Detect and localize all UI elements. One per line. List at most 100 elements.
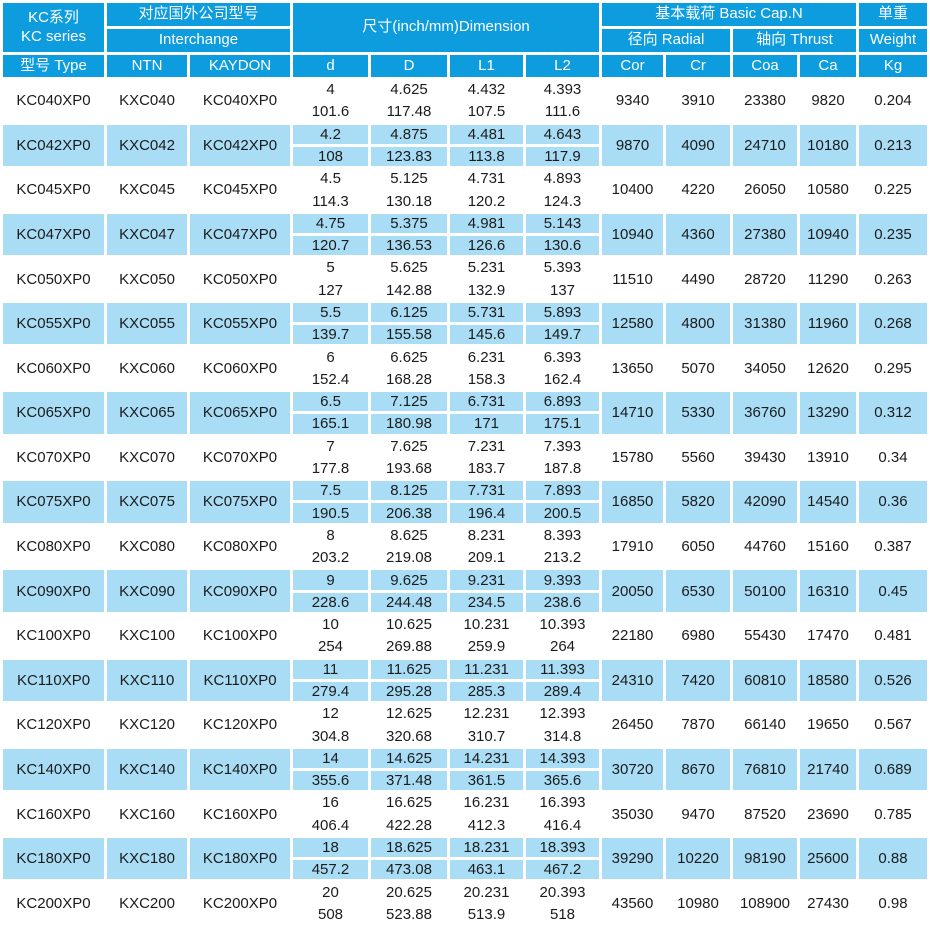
cell-type: KC055XP0 xyxy=(3,302,104,345)
cell-D-inch: 12.625 xyxy=(371,704,447,724)
cell-d-inch: 8 xyxy=(293,525,368,546)
cell-kaydon: KC045XP0 xyxy=(190,169,290,211)
cell-type: KC047XP0 xyxy=(3,213,104,256)
cell-l2-mm: 518 xyxy=(526,904,599,924)
header-thrust: 轴向 Thrust xyxy=(733,29,856,52)
cell-d-inch: 11 xyxy=(293,659,368,679)
cell-kaydon: KC110XP0 xyxy=(190,659,290,702)
cell-kg: 0.263 xyxy=(859,258,927,300)
cell-l1-mm: 132.9 xyxy=(450,280,523,300)
cell-d-inch: 5.5 xyxy=(293,302,368,323)
cell-ca: 11290 xyxy=(800,258,856,300)
cell-kg: 0.785 xyxy=(859,793,927,835)
cell-d-inch: 7.5 xyxy=(293,481,368,501)
col-header-kaydon: KAYDON xyxy=(190,55,290,77)
cell-l2-mm: 314.8 xyxy=(526,726,599,746)
cell-d-inch: 6 xyxy=(293,347,368,367)
cell-ntn: KXC160 xyxy=(107,793,187,835)
cell-l2-inch: 6.393 xyxy=(526,347,599,367)
cell-l2-inch: 20.393 xyxy=(526,882,599,902)
cell-l1-inch: 5.731 xyxy=(450,302,523,323)
cell-d-mm: 177.8 xyxy=(293,458,368,479)
cell-coa: 27380 xyxy=(733,213,797,256)
cell-type: KC040XP0 xyxy=(3,80,104,122)
cell-type: KC050XP0 xyxy=(3,258,104,300)
cell-l1-mm: 310.7 xyxy=(450,726,523,746)
cell-l2-inch: 7.393 xyxy=(526,436,599,456)
header-basic-cap: 基本载荷 Basic Cap.N xyxy=(602,3,856,26)
cell-D-mm: 523.88 xyxy=(371,904,447,924)
cell-type: KC200XP0 xyxy=(3,882,104,924)
cell-D-inch: 18.625 xyxy=(371,837,447,858)
cell-l1-mm: 513.9 xyxy=(450,904,523,924)
cell-d-mm: 457.2 xyxy=(293,860,368,880)
cell-l1-inch: 7.731 xyxy=(450,481,523,501)
cell-cor: 9870 xyxy=(602,124,663,167)
cell-l1-inch: 14.231 xyxy=(450,748,523,768)
table-row: KC070XP0 KXC070 KC070XP0 7 177.8 7.625 1… xyxy=(3,436,927,479)
cell-l2-inch: 12.393 xyxy=(526,704,599,724)
cell-ca: 21740 xyxy=(800,748,856,791)
table-row: KC047XP0 KXC047 KC047XP0 4.75 120.7 5.37… xyxy=(3,213,927,256)
cell-l2-mm: 111.6 xyxy=(526,102,599,122)
cell-ntn: KXC050 xyxy=(107,258,187,300)
table-row: KC090XP0 KXC090 KC090XP0 9 228.6 9.625 2… xyxy=(3,570,927,612)
table-row: KC200XP0 KXC200 KC200XP0 20 508 20.625 5… xyxy=(3,882,927,924)
cell-ntn: KXC140 xyxy=(107,748,187,791)
cell-d-mm: 304.8 xyxy=(293,726,368,746)
cell-l2-inch: 4.643 xyxy=(526,124,599,144)
table-row: KC065XP0 KXC065 KC065XP0 6.5 165.1 7.125… xyxy=(3,392,927,434)
cell-kaydon: KC140XP0 xyxy=(190,748,290,791)
cell-coa: 66140 xyxy=(733,704,797,746)
cell-kg: 0.213 xyxy=(859,124,927,167)
cell-d-mm: 508 xyxy=(293,904,368,924)
cell-ntn: KXC047 xyxy=(107,213,187,256)
cell-l1-mm: 361.5 xyxy=(450,770,523,791)
cell-ca: 10180 xyxy=(800,124,856,167)
cell-l2-inch: 18.393 xyxy=(526,837,599,858)
cell-kaydon: KC100XP0 xyxy=(190,614,290,657)
cell-l2-mm: 365.6 xyxy=(526,770,599,791)
cell-cr: 10980 xyxy=(666,882,730,924)
cell-d-mm: 152.4 xyxy=(293,369,368,390)
cell-D-mm: 117.48 xyxy=(371,102,447,122)
table-row: KC100XP0 KXC100 KC100XP0 10 254 10.625 2… xyxy=(3,614,927,657)
cell-coa: 42090 xyxy=(733,481,797,523)
cell-kaydon: KC075XP0 xyxy=(190,481,290,523)
cell-ca: 17470 xyxy=(800,614,856,657)
header-kc-series: KC系列 KC series xyxy=(3,3,104,52)
cell-cr: 6530 xyxy=(666,570,730,612)
cell-cr: 7420 xyxy=(666,659,730,702)
cell-cor: 10400 xyxy=(602,169,663,211)
cell-kaydon: KC040XP0 xyxy=(190,80,290,122)
cell-d-inch: 4.2 xyxy=(293,124,368,144)
cell-cor: 13650 xyxy=(602,347,663,390)
cell-coa: 50100 xyxy=(733,570,797,612)
cell-D-inch: 5.125 xyxy=(371,169,447,189)
cell-l2-inch: 7.893 xyxy=(526,481,599,501)
cell-l1-inch: 6.731 xyxy=(450,392,523,412)
cell-d-inch: 14 xyxy=(293,748,368,768)
cell-cor: 20050 xyxy=(602,570,663,612)
cell-D-inch: 6.625 xyxy=(371,347,447,367)
cell-cor: 39290 xyxy=(602,837,663,880)
cell-D-mm: 180.98 xyxy=(371,414,447,434)
cell-l2-inch: 10.393 xyxy=(526,614,599,635)
cell-ca: 10580 xyxy=(800,169,856,211)
header-weight-en: Weight xyxy=(859,29,927,52)
cell-type: KC100XP0 xyxy=(3,614,104,657)
cell-D-inch: 8.625 xyxy=(371,525,447,546)
cell-l2-mm: 117.9 xyxy=(526,146,599,167)
cell-type: KC180XP0 xyxy=(3,837,104,880)
cell-cr: 3910 xyxy=(666,80,730,122)
cell-D-inch: 5.375 xyxy=(371,213,447,234)
col-header-ntn: NTN xyxy=(107,55,187,77)
cell-cor: 35030 xyxy=(602,793,663,835)
cell-cr: 7870 xyxy=(666,704,730,746)
cell-coa: 28720 xyxy=(733,258,797,300)
cell-ntn: KXC180 xyxy=(107,837,187,880)
cell-D-mm: 130.18 xyxy=(371,191,447,211)
cell-D-mm: 371.48 xyxy=(371,770,447,791)
table-row: KC120XP0 KXC120 KC120XP0 12 304.8 12.625… xyxy=(3,704,927,746)
cell-d-mm: 127 xyxy=(293,280,368,300)
